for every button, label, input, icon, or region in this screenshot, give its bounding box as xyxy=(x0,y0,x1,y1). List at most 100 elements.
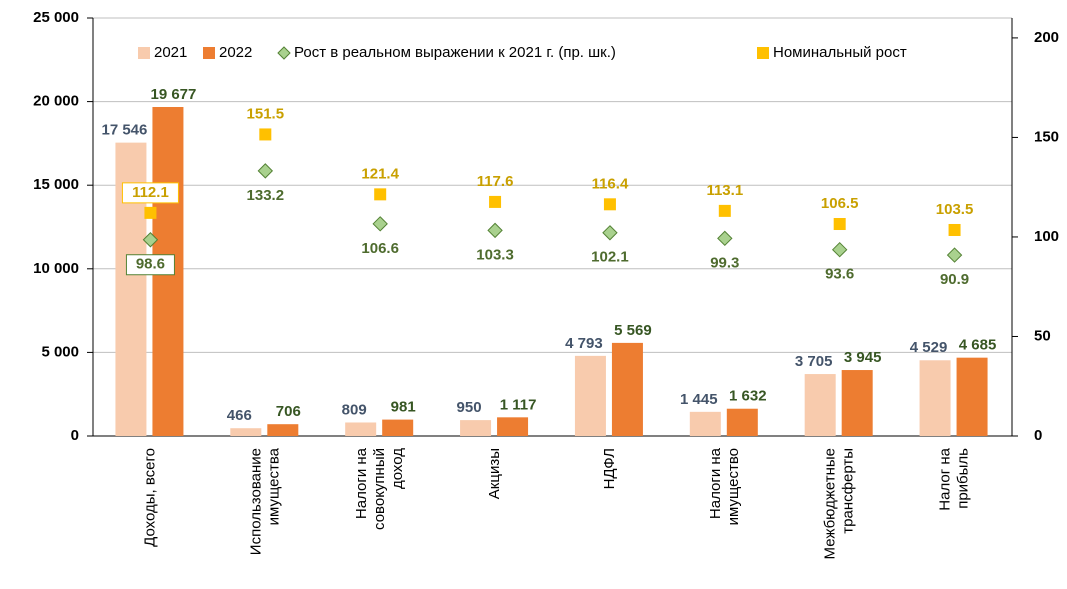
growth-label: 90.9 xyxy=(940,271,969,288)
bar xyxy=(804,374,836,436)
bar xyxy=(689,411,721,436)
y-tick-label: 25 000 xyxy=(33,9,79,26)
bar-label: 19 677 xyxy=(150,86,196,103)
x-tick-label: Акцизы xyxy=(486,448,503,499)
y2-tick-label: 150 xyxy=(1034,128,1059,145)
growth-label: 116.4 xyxy=(592,175,629,192)
growth-label: 121.4 xyxy=(361,165,399,182)
x-tick-line: имущество xyxy=(725,448,742,525)
legend-label: 2022 xyxy=(219,44,252,61)
diamond-marker xyxy=(717,230,733,247)
diamond-marker xyxy=(487,222,503,239)
x-tick-line: Использование xyxy=(247,448,264,555)
growth-label: 106.6 xyxy=(361,240,399,257)
x-tick-line: НДФЛ xyxy=(601,448,618,489)
bar xyxy=(919,360,951,436)
x-tick-label: Использованиеимущества xyxy=(247,447,282,555)
square-marker xyxy=(718,204,731,217)
diamond-marker xyxy=(257,163,274,179)
growth-label: 103.3 xyxy=(476,246,514,263)
bar-label: 4 793 xyxy=(565,335,603,352)
x-tick-line: Налоги на xyxy=(707,447,724,519)
diamond-marker xyxy=(831,241,848,258)
square-marker xyxy=(259,128,272,141)
square-marker xyxy=(489,195,502,208)
diamond-marker xyxy=(602,225,618,241)
legend-marker xyxy=(138,47,150,59)
bar-label: 17 546 xyxy=(101,122,147,139)
bar xyxy=(726,408,758,436)
x-tick-label: Налог наприбыль xyxy=(937,447,972,510)
square-marker xyxy=(948,223,961,236)
x-tick-label: Налоги насовокупныйдоход xyxy=(353,447,406,530)
diamond-marker xyxy=(142,232,159,248)
growth-label: 113.1 xyxy=(706,182,743,199)
growth-label: 99.3 xyxy=(710,254,739,271)
square-marker xyxy=(833,218,846,231)
growth-label: 112.1 xyxy=(132,184,169,201)
bar-label: 981 xyxy=(391,399,416,416)
bar xyxy=(841,370,873,436)
x-tick-label: Межбюджетныетрансферты xyxy=(822,448,857,559)
bar xyxy=(267,424,299,436)
bar-label: 4 685 xyxy=(959,337,997,354)
growth-label: 151.5 xyxy=(247,105,285,122)
bar-label: 950 xyxy=(457,399,482,416)
y-tick-label: 0 xyxy=(71,427,79,444)
growth-label: 93.6 xyxy=(825,266,854,283)
bar-label: 5 569 xyxy=(614,322,652,339)
growth-label: 117.6 xyxy=(477,173,514,190)
legend-label: Номинальный рост xyxy=(773,44,907,61)
bar-label: 1 632 xyxy=(729,388,767,405)
legend-marker xyxy=(203,47,215,59)
bar-label: 3 705 xyxy=(795,353,833,370)
label-box xyxy=(125,254,175,276)
label-box xyxy=(121,182,179,204)
square-marker xyxy=(603,198,616,211)
y-tick-label: 15 000 xyxy=(33,176,79,193)
x-tick-label: НДФЛ xyxy=(601,448,618,489)
diamond-marker xyxy=(946,247,963,263)
x-tick-label: Доходы, всего xyxy=(141,448,158,547)
y2-tick-label: 100 xyxy=(1034,228,1059,245)
bar xyxy=(460,420,492,436)
bar-label: 1 445 xyxy=(680,391,718,408)
y2-tick-label: 50 xyxy=(1034,327,1051,344)
x-tick-line: трансферты xyxy=(840,448,857,534)
square-marker xyxy=(374,188,387,201)
y-tick-label: 10 000 xyxy=(33,260,79,277)
x-tick-line: совокупный xyxy=(371,448,388,530)
legend-label: 2021 xyxy=(154,44,187,61)
bar xyxy=(345,422,377,436)
bar-label: 4 529 xyxy=(910,339,948,356)
bar-label: 466 xyxy=(227,407,252,424)
x-tick-label: Налоги наимущество xyxy=(707,447,742,525)
legend-marker xyxy=(277,46,291,60)
y-tick-label: 5 000 xyxy=(41,343,79,360)
bar xyxy=(497,417,529,436)
x-tick-line: имущества xyxy=(265,447,282,525)
y-tick-label: 20 000 xyxy=(33,93,79,110)
bar xyxy=(574,355,606,436)
diamond-marker xyxy=(372,216,388,232)
bar-label: 1 117 xyxy=(500,396,537,413)
legend-marker xyxy=(757,47,769,59)
bar xyxy=(956,357,988,436)
x-tick-line: Акцизы xyxy=(486,448,503,499)
y2-tick-label: 200 xyxy=(1034,29,1059,46)
legend-label: Рост в реальном выражении к 2021 г. (пр.… xyxy=(294,44,616,61)
x-tick-line: Межбюджетные xyxy=(822,448,839,559)
x-tick-line: доход xyxy=(389,448,406,489)
growth-label: 102.1 xyxy=(591,249,629,266)
bar-label: 3 945 xyxy=(844,349,882,366)
bar xyxy=(382,419,414,436)
bar-label: 706 xyxy=(276,403,301,420)
bar xyxy=(230,428,262,436)
x-tick-line: Налоги на xyxy=(353,447,370,519)
bar xyxy=(611,342,643,436)
square-marker xyxy=(144,206,157,219)
growth-label: 98.6 xyxy=(136,256,165,273)
x-tick-line: Доходы, всего xyxy=(141,448,158,547)
x-tick-line: прибыль xyxy=(955,448,972,509)
